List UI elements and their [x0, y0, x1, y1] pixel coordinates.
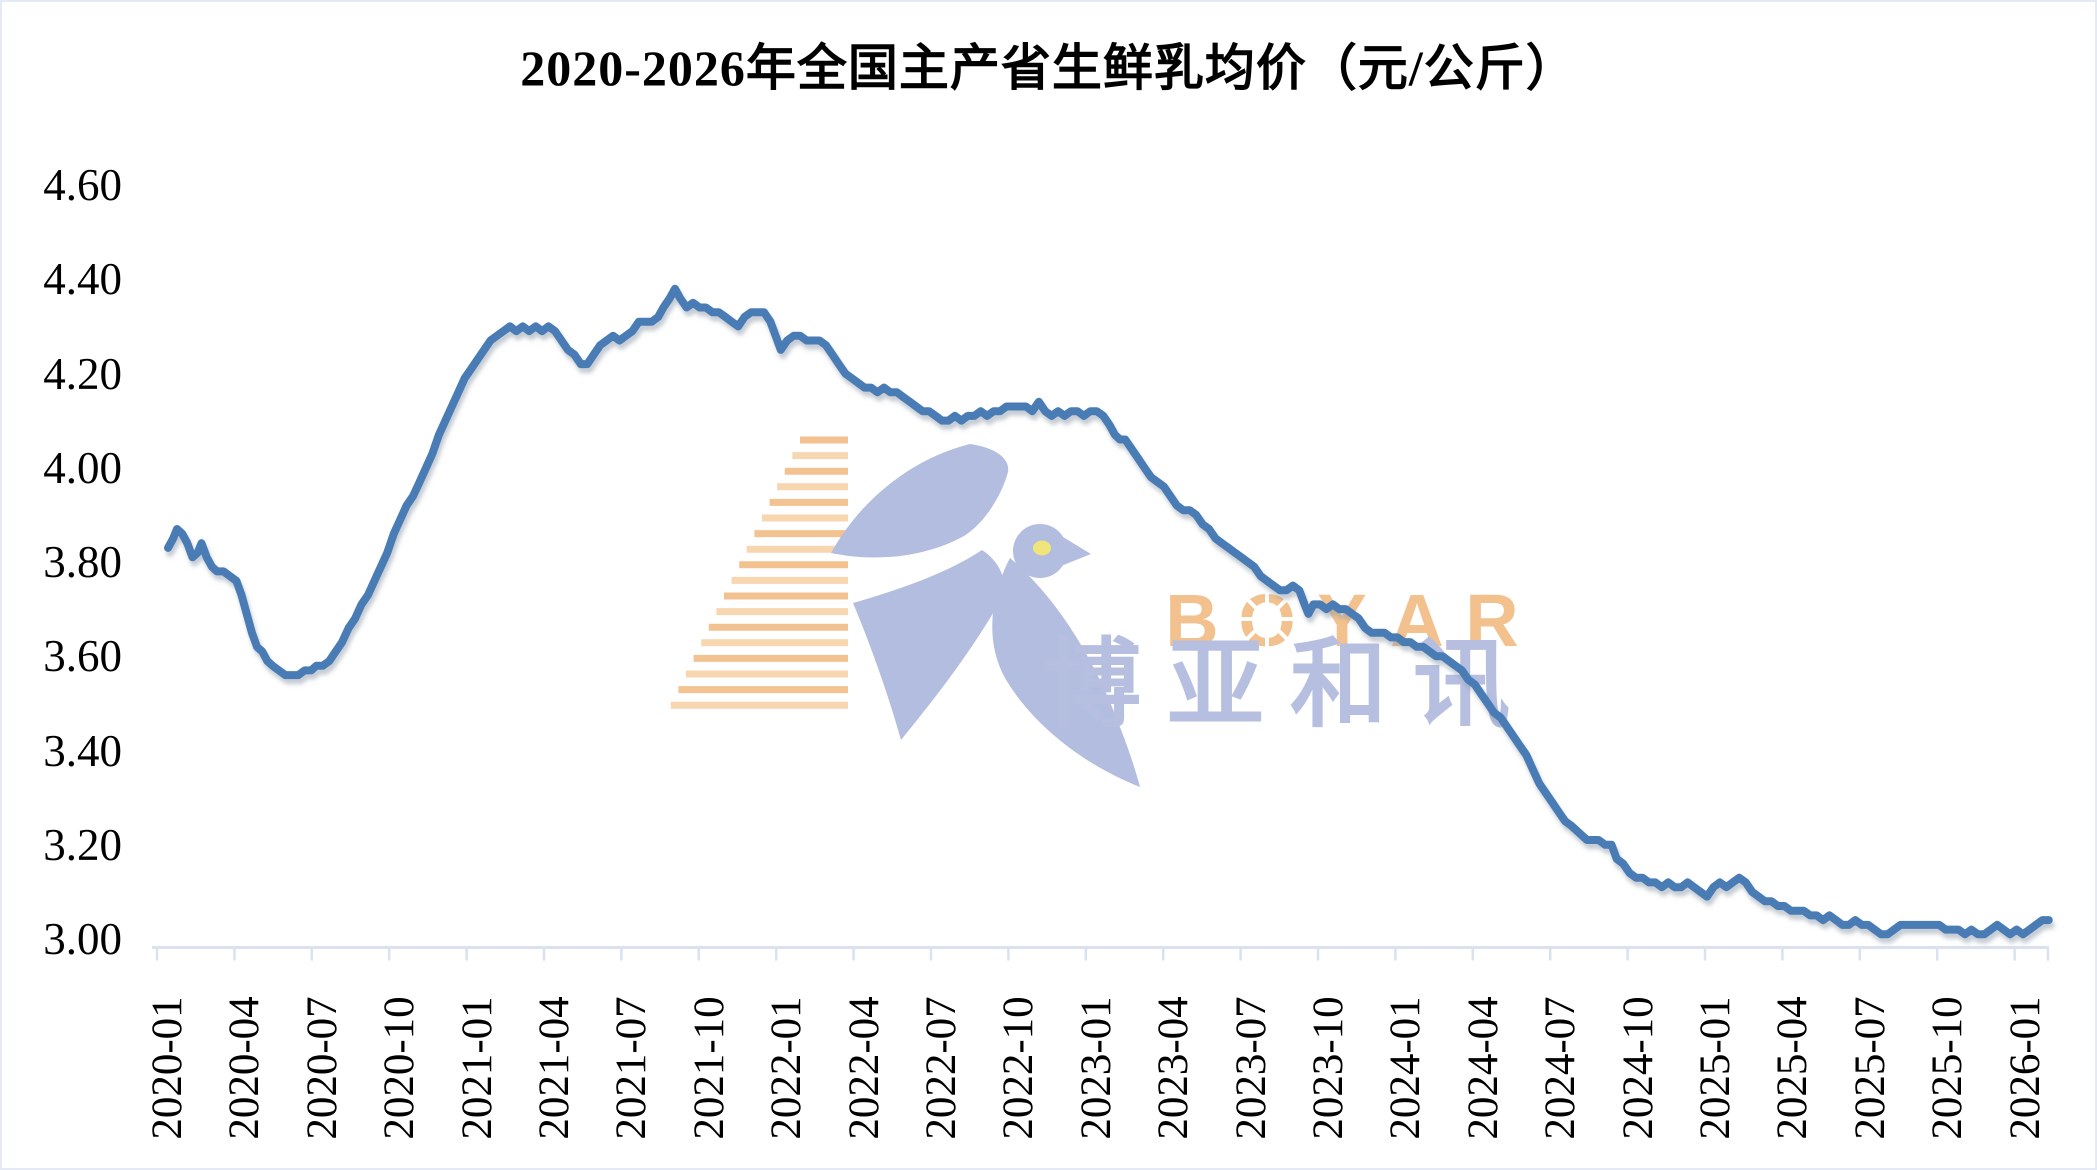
chart-title: 2020-2026年全国主产省生鲜乳均价（元/公斤） [520, 40, 1577, 96]
bird-eye-icon [1033, 540, 1051, 556]
x-axis [152, 946, 2050, 961]
y-tick-label: 3.00 [43, 914, 122, 964]
y-tick-label: 4.20 [43, 348, 122, 399]
watermark-brand-cjk: 博亚和讯 [1044, 630, 1536, 739]
y-tick-label: 3.80 [43, 537, 122, 587]
watermark-letter: B [1165, 579, 1218, 662]
sunburst-o-icon [1239, 591, 1295, 647]
watermark-letter: R [1465, 579, 1518, 662]
y-tick-label: 4.00 [43, 442, 122, 493]
series-line [164, 284, 2053, 939]
y-tick-label: 3.40 [43, 725, 122, 776]
y-tick-label: 3.60 [43, 631, 122, 682]
y-tick-label: 3.20 [43, 819, 122, 870]
y-tick-label: 4.60 [43, 160, 122, 210]
swallow-bird-icon [831, 444, 1140, 787]
y-tick-label: 4.40 [43, 254, 122, 305]
speed-stripes-icon [670, 436, 848, 709]
